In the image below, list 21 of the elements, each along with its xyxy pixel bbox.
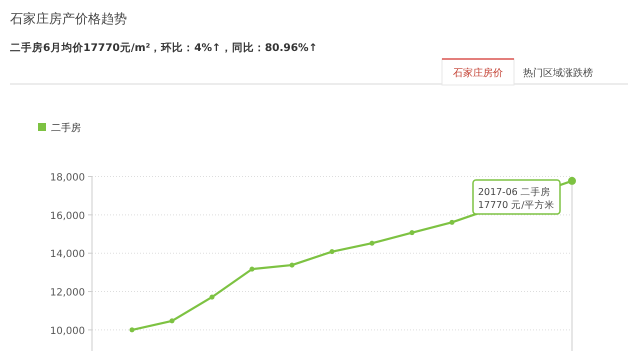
- legend-label: 二手房: [51, 122, 81, 134]
- point: [210, 294, 214, 300]
- point: [290, 262, 294, 268]
- annotation: 17770 元/平方米: [478, 199, 554, 211]
- y-tick-label: 16,000: [50, 210, 85, 222]
- annotation: 2017-06 二手房: [478, 186, 551, 198]
- text: 热门区域涨跌榜: [523, 67, 593, 79]
- y-tick-label: 18,000: [50, 172, 85, 184]
- point: [450, 220, 454, 225]
- point: [330, 249, 334, 254]
- point: [170, 318, 174, 324]
- text: 石家庄房价: [453, 67, 503, 79]
- point: [410, 230, 414, 236]
- chart-title: 石家庄房产价格趋势: [10, 11, 127, 27]
- chart-subtitle: 二手房6月均价17770元/m²，环比：4%↑，同比：80.96%↑: [10, 41, 318, 54]
- y-tick-label: 10,000: [50, 326, 85, 337]
- point: [130, 327, 134, 332]
- point: [250, 266, 254, 272]
- y-tick-label: 12,000: [50, 288, 85, 299]
- point: [370, 240, 374, 246]
- y-tick-label: 14,000: [50, 249, 85, 260]
